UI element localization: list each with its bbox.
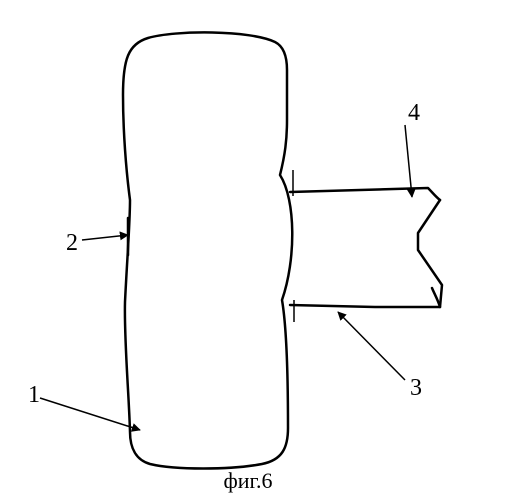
mallet-head-outline: [123, 32, 292, 468]
handle: [290, 170, 442, 322]
label-1: 1: [28, 382, 40, 408]
handle-top-edge: [290, 188, 440, 200]
arrow-a2: [82, 235, 128, 240]
arrow-a1: [40, 398, 140, 430]
figure-caption: фиг.6: [223, 468, 272, 493]
handle-notch: [418, 200, 442, 307]
label-4: 4: [408, 100, 420, 126]
label-2: 2: [66, 230, 78, 256]
mallet-head: [123, 32, 292, 468]
arrow-a4: [405, 125, 412, 197]
arrow-a3: [338, 312, 405, 380]
handle-bottom-edge: [290, 288, 440, 307]
label-3: 3: [410, 375, 422, 401]
